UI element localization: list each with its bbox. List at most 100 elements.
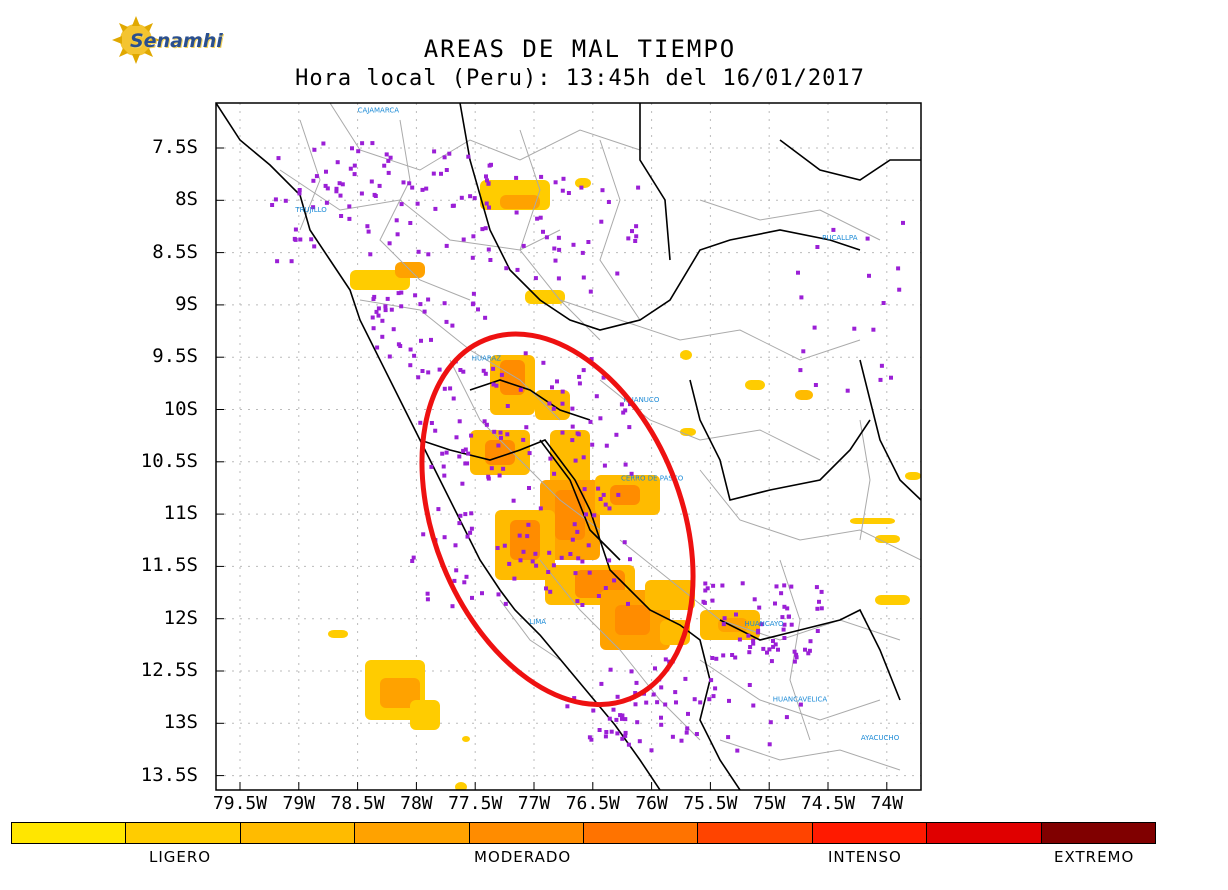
lightning-dot (463, 512, 468, 517)
lightning-dot (454, 435, 459, 440)
lightning-dot (614, 432, 619, 437)
lightning-dot (803, 647, 807, 652)
x-tick-label: 77W (517, 793, 551, 814)
lightning-dot (347, 216, 352, 221)
lightning-dot (596, 594, 601, 598)
highlight-ellipse (419, 331, 696, 708)
lightning-dot (871, 327, 876, 332)
lightning-dot (713, 686, 718, 691)
lightning-dot (492, 429, 497, 434)
lightning-dot (469, 511, 474, 516)
lightning-dot (603, 734, 608, 739)
legend-label-intenso: INTENSO (828, 848, 902, 866)
lightning-dot (335, 160, 340, 165)
lightning-dot (515, 267, 520, 272)
lightning-dot (801, 349, 806, 354)
legend-label-moderado: MODERADO (474, 848, 572, 866)
lightning-dot (623, 462, 628, 467)
y-tick-label: 12S (163, 606, 198, 629)
lightning-dot (703, 588, 708, 593)
lightning-dot (469, 433, 474, 438)
lightning-dot (293, 227, 298, 232)
lightning-dot (458, 368, 463, 372)
lightning-dot (442, 155, 447, 160)
lightning-dot (637, 739, 642, 744)
lightning-dot (486, 474, 491, 479)
lightning-dot (614, 717, 619, 722)
lightning-dot (391, 327, 396, 332)
lightning-dot (496, 443, 501, 448)
lightning-dot (463, 447, 468, 452)
lightning-dot (618, 713, 623, 718)
colorbar-segment (240, 823, 356, 843)
lightning-dot (635, 720, 640, 725)
lightning-dot (807, 648, 812, 653)
lightning-dot (418, 420, 423, 425)
lightning-dot (482, 419, 487, 424)
lightning-dot (881, 301, 886, 305)
lightning-dot (879, 363, 884, 368)
lightning-dot (711, 583, 716, 588)
lightning-dot (771, 639, 775, 643)
lightning-dot (517, 533, 522, 538)
x-tick-label: 78.5W (330, 793, 385, 814)
lightning-dot (768, 720, 773, 725)
lightning-dot (609, 729, 614, 734)
lightning-dot (588, 289, 593, 294)
x-tick-label: 79.5W (212, 793, 268, 814)
lightning-dot (480, 227, 485, 232)
lightning-dot (360, 141, 365, 146)
lightning-dot (581, 275, 586, 280)
lightning-dot (889, 375, 893, 380)
lightning-dot (757, 605, 762, 610)
lightning-dot (512, 576, 517, 581)
x-tick-label: 75.5W (683, 793, 738, 814)
lightning-dot (586, 543, 591, 548)
lightning-dot (350, 146, 354, 151)
lightning-dot (597, 728, 602, 732)
lightning-dot (572, 522, 577, 527)
lightning-dot (297, 188, 302, 192)
lightning-dot (707, 697, 712, 702)
logo-text: Senamhi (130, 30, 223, 52)
lightning-dot (623, 733, 628, 738)
lightning-dot (615, 694, 620, 699)
lightning-dot (418, 302, 423, 307)
lightning-dot (782, 636, 787, 640)
y-tick-label: 8.5S (152, 240, 198, 263)
lightning-dot (748, 645, 753, 649)
lightning-dot (374, 309, 379, 314)
lightning-dot (794, 655, 799, 660)
lightning-dot (444, 450, 449, 455)
lightning-dot (339, 214, 344, 218)
lightning-dot (570, 438, 575, 443)
lightning-dot (798, 368, 803, 373)
lightning-dot (340, 182, 345, 187)
lightning-dot (538, 215, 543, 220)
lightning-dot (560, 401, 565, 406)
lightning-dot (789, 622, 794, 627)
city-label: CAJAMARCA (358, 106, 400, 114)
lightning-dot (604, 730, 609, 734)
legend-label-extremo: EXTREMO (1054, 848, 1135, 866)
lightning-dot (496, 592, 501, 597)
lightning-dot (633, 239, 638, 243)
lightning-dot (527, 486, 531, 490)
lightning-dot (570, 406, 575, 411)
lightning-dot (399, 290, 404, 295)
lightning-dot (644, 700, 649, 705)
lightning-dot (488, 258, 493, 262)
lightning-dot (457, 454, 462, 459)
lightning-dot (312, 244, 317, 249)
lightning-dot (396, 342, 401, 347)
lightning-dot (572, 696, 577, 701)
lightning-dot (314, 174, 319, 179)
lightning-dot (334, 186, 339, 191)
lightning-dot (324, 169, 328, 174)
lightning-dot (442, 301, 447, 306)
lightning-dot (721, 622, 726, 627)
lightning-dot (663, 657, 668, 662)
lightning-dot (865, 236, 870, 241)
lightning-dot (412, 353, 417, 358)
lightning-dot (550, 385, 554, 390)
